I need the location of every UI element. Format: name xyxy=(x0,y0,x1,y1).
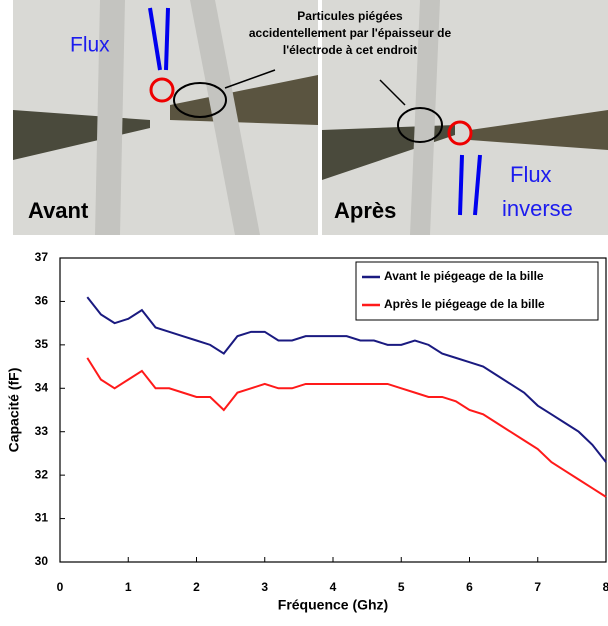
x-tick-label: 4 xyxy=(330,580,337,594)
x-tick-label: 6 xyxy=(466,580,473,594)
after-label: Après xyxy=(334,198,396,223)
annotation-line: accidentellement par l'épaisseur de xyxy=(249,26,452,40)
y-axis-label: Capacité (fF) xyxy=(6,368,22,453)
flux-label: Flux xyxy=(70,34,110,57)
x-tick-label: 7 xyxy=(534,580,541,594)
flux-reverse-label: inverse xyxy=(502,196,573,221)
figure: Flux Particules piégées accidentellement… xyxy=(0,0,608,621)
y-tick-label: 30 xyxy=(35,554,49,568)
before-label: Avant xyxy=(28,198,89,223)
annotation-line: Particules piégées xyxy=(297,9,403,23)
y-tick-label: 32 xyxy=(35,467,49,481)
x-tick-label: 5 xyxy=(398,580,405,594)
x-tick-label: 8 xyxy=(603,580,608,594)
legend-label: Après le piégeage de la bille xyxy=(384,297,545,311)
x-tick-label: 2 xyxy=(193,580,200,594)
x-tick-label: 3 xyxy=(261,580,268,594)
x-axis-label: Fréquence (Ghz) xyxy=(278,597,388,613)
x-tick-label: 0 xyxy=(57,580,64,594)
annotation-line: l'électrode à cet endroit xyxy=(283,43,417,57)
y-tick-label: 34 xyxy=(35,380,49,394)
y-tick-label: 35 xyxy=(35,337,49,351)
series-line xyxy=(87,358,606,497)
y-tick-label: 37 xyxy=(35,250,49,264)
flux-reverse-label: Flux xyxy=(510,162,552,187)
series-line xyxy=(87,297,606,462)
legend-label: Avant le piégeage de la bille xyxy=(384,269,544,283)
y-tick-label: 31 xyxy=(35,511,49,525)
x-tick-label: 1 xyxy=(125,580,132,594)
y-tick-label: 33 xyxy=(35,424,49,438)
y-tick-label: 36 xyxy=(35,294,49,308)
